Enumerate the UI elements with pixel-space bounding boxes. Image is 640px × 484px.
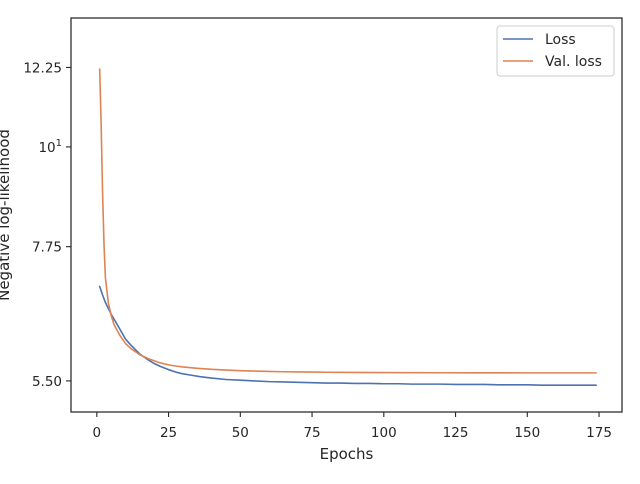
x-tick-label: 25 [160, 425, 177, 441]
x-tick-label: 100 [371, 425, 397, 441]
plot-frame [70, 17, 623, 413]
x-axis-label: Epochs [320, 445, 374, 463]
y-tick-label: 7.75 [32, 240, 62, 256]
series-line-val-loss [98, 68, 597, 374]
x-tick-label: 125 [443, 425, 469, 441]
axis-layer: 0 25 50 75 100 125 150 175 5.50 7.75 101 12.25 [23, 60, 612, 441]
y-tick-label-base: 7.75 [32, 240, 62, 256]
y-tick-label: 12.25 [23, 60, 62, 76]
x-tick-label: 175 [586, 425, 612, 441]
y-axis-label: Negative log-likelihood [0, 129, 13, 301]
y-tick-label: 5.50 [32, 374, 62, 390]
series-layer [98, 68, 597, 386]
series-line-loss [98, 285, 597, 386]
legend: Loss Val. loss [496, 25, 615, 77]
x-tick-label: 150 [514, 425, 540, 441]
y-tick-label-base: 5.50 [32, 374, 62, 390]
x-tick-label: 75 [303, 425, 320, 441]
legend-label: Val. loss [545, 54, 602, 70]
plot-area [71, 18, 622, 412]
y-tick-label-base: 12.25 [23, 60, 62, 76]
x-tick-label: 50 [232, 425, 249, 441]
y-tick-label-base: 10 [38, 140, 55, 156]
y-tick-label-exponent: 1 [56, 138, 62, 149]
x-tick-label: 0 [93, 425, 102, 441]
y-tick-label: 101 [38, 138, 62, 156]
legend-label: Loss [545, 32, 576, 48]
